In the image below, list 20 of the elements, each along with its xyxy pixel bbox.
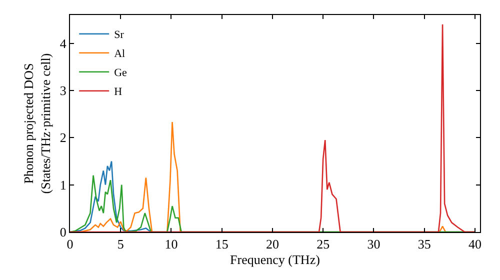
legend-label: H <box>114 86 122 98</box>
x-tick-label: 40 <box>468 236 482 252</box>
x-tick-label: 10 <box>164 236 178 252</box>
x-tick-label: 30 <box>367 236 380 252</box>
x-tick-label: 35 <box>418 236 431 252</box>
x-tick-label: 15 <box>215 236 228 252</box>
y-tick-label: 2 <box>60 130 66 146</box>
y-axis-title: Phonon projected DOS (States/THz·primitive cell) <box>20 53 53 194</box>
x-tick-label: 20 <box>266 236 279 252</box>
y-tick-label: 3 <box>60 83 66 98</box>
legend-label: Ge <box>114 67 128 80</box>
x-tick-label: 25 <box>316 236 330 252</box>
line-series <box>70 24 476 232</box>
x-axis-title: Frequency (THz) <box>230 252 320 268</box>
y-tick-label: 4 <box>60 36 67 51</box>
x-tick-label: 5 <box>117 236 124 252</box>
legend-label: Al <box>114 48 126 60</box>
legend-label: Sr <box>114 29 124 42</box>
y-tick-label: 0 <box>60 224 66 240</box>
y-tick-label: 1 <box>60 177 66 192</box>
